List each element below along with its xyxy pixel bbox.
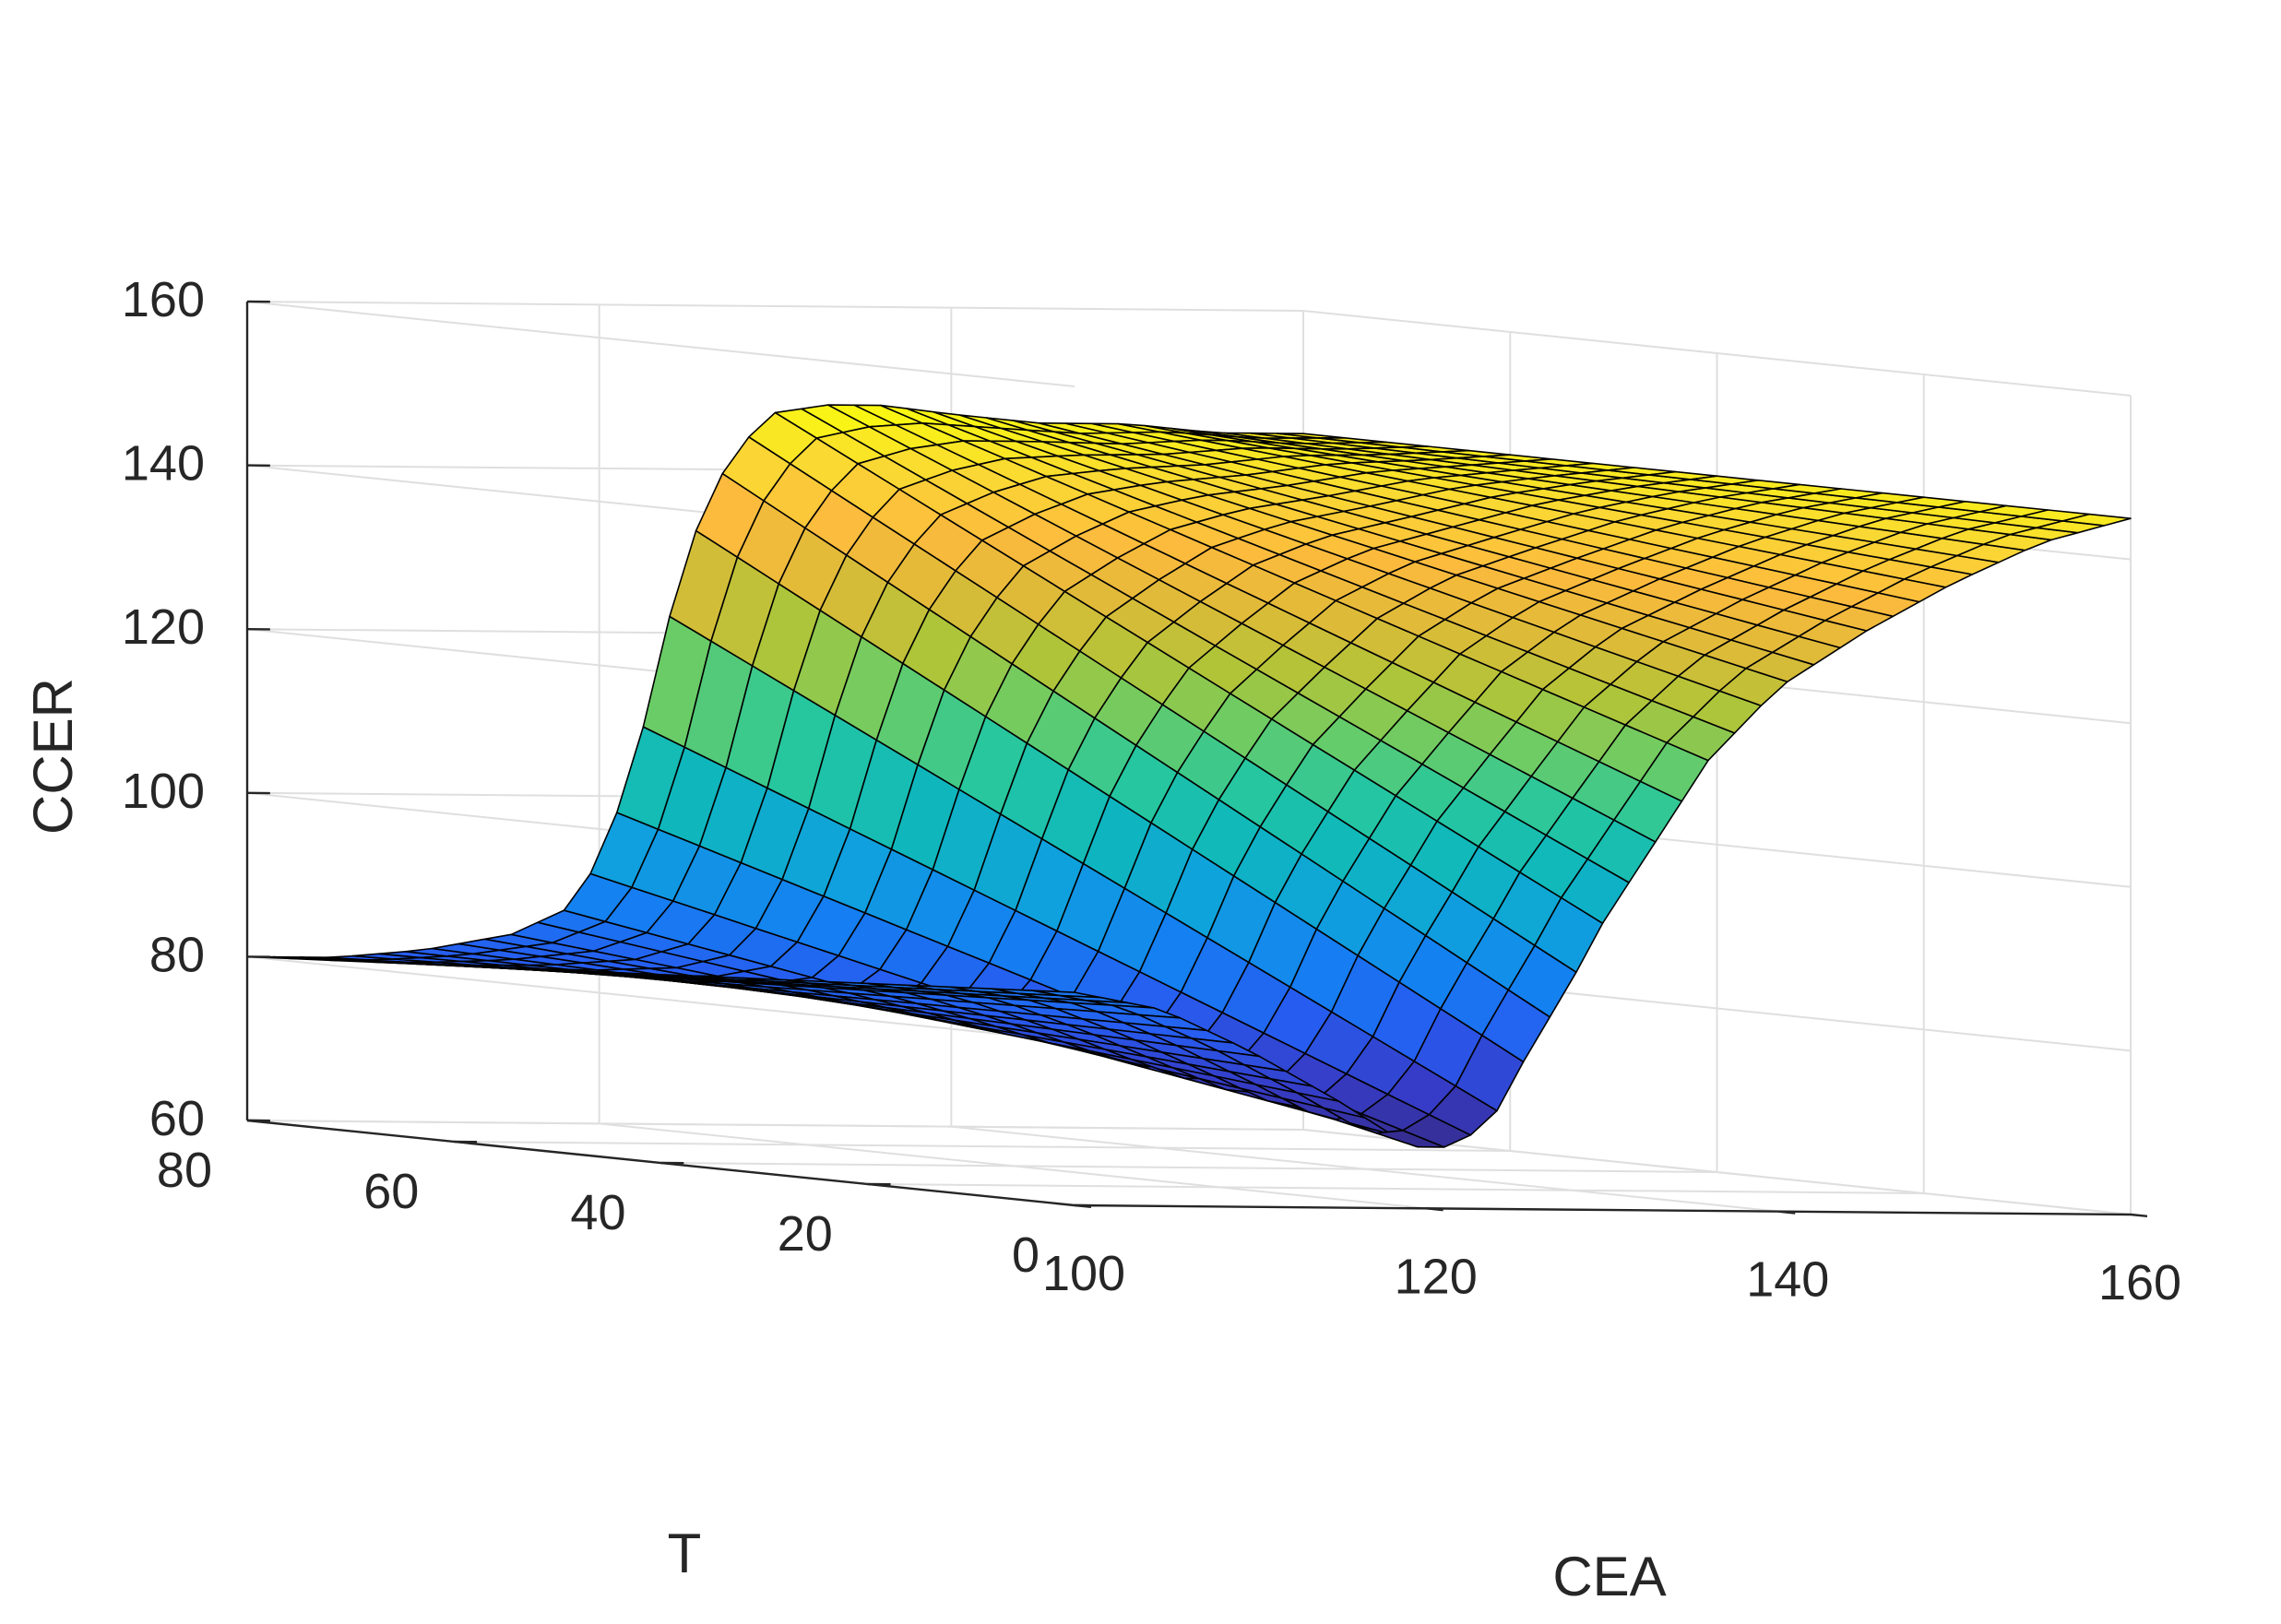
x-tick-mark [1426,1207,1443,1212]
y-tick-label: 20 [778,1206,833,1262]
grid-line-y-floor [246,1120,1304,1131]
grid-line-y-floor [867,1183,1924,1194]
z-tick-label: 80 [149,927,205,982]
grid-line-z-left [246,955,1075,1043]
z-tick-label: 160 [122,272,205,327]
z-tick-label: 140 [122,436,205,492]
x-tick-label: 140 [1746,1252,1829,1308]
z-tick-label: 120 [122,599,205,655]
surface-patch [2061,513,2132,527]
y-axis-label: T [668,1523,702,1584]
z-axis-label: CCER [22,678,84,835]
grid-line-z-back [246,301,1304,312]
x-axis-line [1074,1203,2132,1216]
y-tick-label: 40 [570,1185,625,1240]
y-tick-label: 80 [157,1143,212,1198]
y-tick-label: 0 [1012,1227,1040,1283]
z-tick-label: 100 [122,764,205,819]
x-tick-label: 120 [1395,1249,1478,1304]
z-tick-label: 60 [149,1091,205,1146]
x-axis-label: CEA [1552,1546,1666,1607]
x-tick-label: 160 [2098,1255,2181,1310]
x-tick-label: 100 [1042,1246,1125,1301]
axes [245,300,2148,1218]
x-tick-mark [2130,1213,2148,1218]
grid-line-y-floor [660,1162,1717,1173]
x-tick-mark [1778,1210,1796,1215]
y-tick-label: 60 [363,1164,419,1219]
grid-line-z-left [246,301,1075,387]
surface-mesh [246,404,2132,1148]
grid-line-y-floor [454,1141,1511,1152]
